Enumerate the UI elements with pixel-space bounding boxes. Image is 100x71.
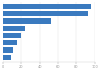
Bar — [3, 18, 51, 24]
Bar — [3, 55, 11, 60]
Bar — [3, 11, 88, 16]
Bar — [3, 4, 91, 9]
Bar — [3, 33, 22, 38]
Bar — [3, 47, 13, 53]
Bar — [3, 40, 17, 45]
Bar — [3, 26, 25, 31]
